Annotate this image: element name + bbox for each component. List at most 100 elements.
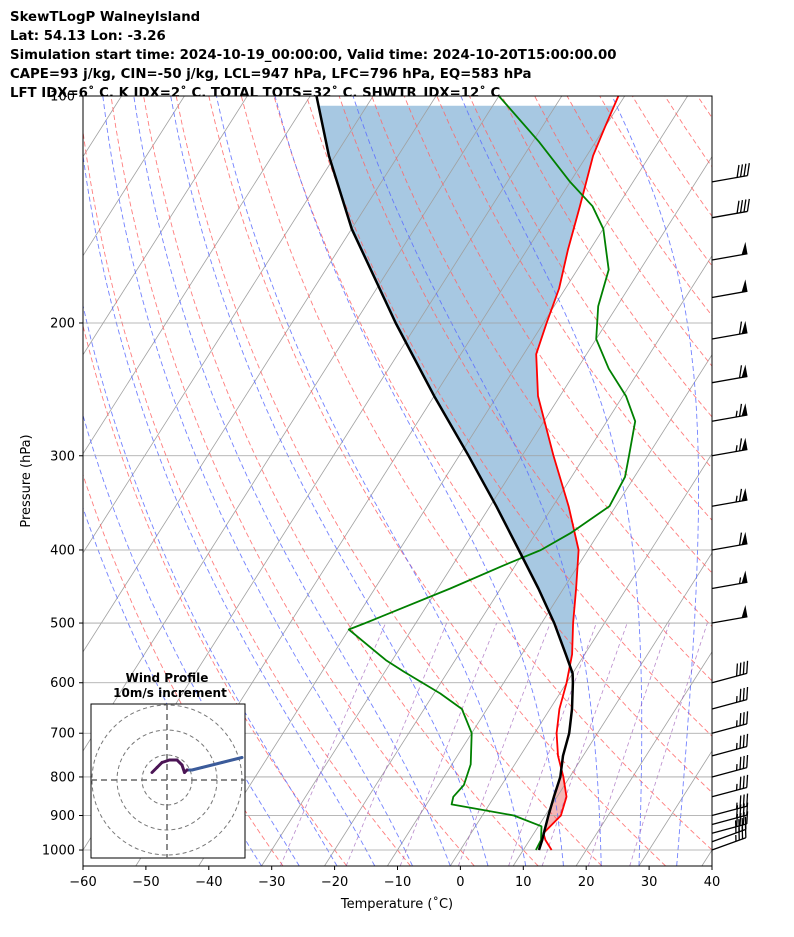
barb-shaft (711, 543, 748, 551)
dry-adiabat-line (240, 96, 712, 851)
wind-barb (711, 163, 750, 183)
dewpoint-line (347, 96, 637, 851)
profiles (315, 96, 637, 851)
dry-adiabat-line (338, 96, 712, 682)
moist-adiabat-line (170, 96, 489, 866)
barb-full (738, 438, 743, 451)
moist-adiabats (83, 96, 700, 866)
cape-cin-fills (318, 105, 615, 837)
parcel-line (315, 96, 575, 851)
y-axis-label: Pressure (hPa) (19, 434, 34, 527)
dry-adiabats (83, 96, 712, 866)
dry-adiabat-line (83, 323, 348, 866)
dry-adiabat-line (143, 96, 539, 866)
barb-full (746, 198, 750, 212)
isotherm-line (575, 651, 712, 866)
hodograph-segment (220, 756, 244, 764)
barb-full (742, 712, 745, 725)
barb-full (739, 200, 744, 213)
wind-barbs (711, 163, 750, 851)
hodograph-frame (90, 703, 246, 859)
barb-shaft (711, 672, 747, 684)
location-line: Lat: 54.13 Lon: -3.26 (10, 29, 166, 44)
moist-adiabat-line (102, 96, 413, 866)
barb-full (742, 734, 745, 748)
barb-shaft (711, 767, 747, 778)
x-tick-label: −50 (132, 875, 159, 890)
x-tick-label: 20 (578, 875, 595, 890)
y-tick-label: 500 (50, 617, 75, 632)
cape-area (318, 105, 615, 674)
isotherm-line (512, 552, 712, 866)
axes: −60 −50 −40 −30 −20 −10 0 10 20 30 40 1000 900 800 700… (42, 90, 720, 891)
barb-flag (741, 531, 748, 545)
y-tick-label: 400 (50, 543, 75, 558)
hodograph-plot (91, 704, 245, 858)
dry-adiabat-line (306, 96, 712, 737)
barb-full (743, 163, 747, 177)
barb-flag (741, 570, 748, 584)
moist-adiabat-line (83, 506, 262, 866)
barb-full (739, 795, 742, 809)
barb-full (746, 660, 749, 674)
barb-full (739, 662, 742, 676)
dry-adiabat-line (501, 96, 712, 418)
barb-flag (741, 364, 748, 378)
barb-full (746, 686, 749, 700)
barb-shaft (711, 253, 748, 261)
wind-barb (711, 198, 750, 219)
x-tick-label: −60 (69, 875, 96, 890)
moist-adiabat-line (274, 96, 564, 866)
mixing-ratio-line (541, 622, 628, 866)
chart-header: SkewTLogP WalneyIsland Lat: 54.13 Lon: -… (10, 8, 617, 103)
x-tick-label: −20 (321, 875, 348, 890)
moist-adiabat-line (83, 413, 300, 866)
wind-barb (711, 686, 749, 710)
mixing-ratio-lines (280, 622, 708, 866)
barb-shaft (711, 837, 747, 851)
isotherm-line (449, 453, 712, 866)
barb-full (736, 164, 740, 178)
wind-barb (711, 774, 749, 798)
barb-full (739, 713, 742, 726)
hodograph-segment (190, 766, 204, 772)
barb-full (735, 663, 739, 677)
chart-title: SkewTLogP WalneyIsland (10, 10, 201, 25)
wind-barb (711, 531, 748, 551)
dry-adiabat-line (273, 96, 712, 794)
wind-barb (711, 241, 748, 261)
barb-shaft (711, 823, 747, 834)
hodograph-subtitle: 10m/s increment (113, 686, 227, 700)
barb-shaft (711, 616, 748, 624)
barb-shaft (711, 375, 748, 384)
barb-full (743, 199, 747, 213)
wind-barb (711, 570, 748, 590)
barb-shaft (711, 332, 748, 340)
barb-full (739, 776, 742, 790)
wind-barb (711, 711, 749, 734)
hodograph-segment (150, 766, 159, 774)
wind-barb (711, 733, 749, 757)
dry-adiabat-line (83, 473, 284, 866)
isotherm-line (765, 96, 794, 866)
y-tick-label: 100 (50, 90, 75, 105)
wind-barb (711, 279, 748, 299)
barb-flag (741, 488, 748, 502)
barb-shaft (711, 699, 747, 710)
barb-shaft (711, 581, 748, 590)
wind-barb (711, 437, 748, 457)
barb-full (738, 403, 743, 417)
barb-shaft (711, 723, 747, 734)
barb-full (738, 532, 743, 546)
barb-shaft (711, 499, 748, 507)
mixing-ratio-line (399, 622, 498, 866)
barb-shaft (711, 290, 748, 299)
mixing-ratio-line (508, 622, 597, 866)
barb-shaft (711, 745, 747, 757)
mixing-ratio-line (280, 622, 387, 866)
barb-full (742, 687, 745, 701)
y-tick-label: 1000 (42, 844, 75, 859)
cin-area (543, 772, 567, 837)
wind-barb (711, 403, 748, 422)
barb-shaft (711, 828, 747, 843)
